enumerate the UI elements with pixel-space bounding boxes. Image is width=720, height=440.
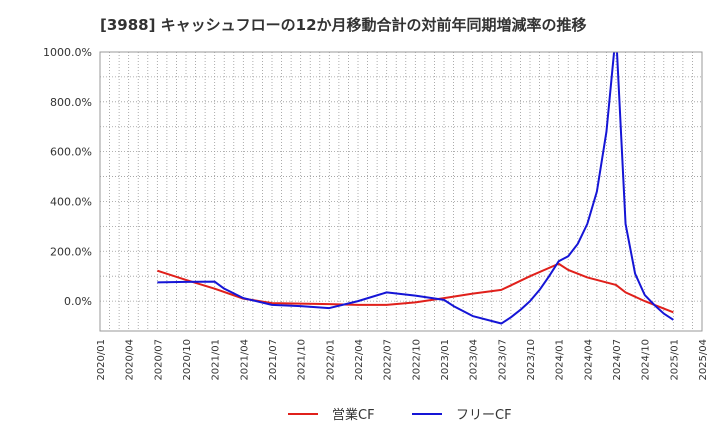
x-tick-label: 2025/04 bbox=[698, 339, 709, 381]
x-tick-label: 2023/01 bbox=[440, 339, 451, 381]
x-tick-label: 2022/04 bbox=[354, 339, 365, 381]
legend: 営業CF フリーCF bbox=[288, 407, 512, 423]
x-tick-label: 2022/01 bbox=[325, 339, 336, 381]
x-tick-label: 2021/01 bbox=[211, 339, 222, 381]
y-tick-label: 1000.0% bbox=[43, 46, 92, 59]
x-tick-label: 2021/10 bbox=[297, 339, 308, 381]
x-tick-label: 2021/07 bbox=[268, 339, 279, 381]
y-tick-label: 600.0% bbox=[50, 146, 92, 159]
grid bbox=[100, 51, 702, 331]
x-tick-label: 2020/01 bbox=[96, 339, 107, 381]
plot-frame bbox=[99, 51, 703, 332]
x-tick-label: 2024/07 bbox=[612, 339, 623, 381]
x-tick-label: 2022/10 bbox=[411, 339, 422, 381]
y-tick-label: 800.0% bbox=[50, 96, 92, 109]
x-tick-label: 2024/04 bbox=[583, 339, 594, 381]
y-tick-label: 400.0% bbox=[50, 195, 92, 208]
legend-label-operating-cf: 営業CF bbox=[332, 407, 375, 423]
y-axis: 1000.0% 800.0% 600.0% 400.0% 200.0% 0.0% bbox=[43, 46, 92, 308]
chart-title: [3988] キャッシュフローの12か月移動合計の対前年同期増減率の推移 bbox=[100, 16, 587, 34]
x-tick-label: 2020/04 bbox=[125, 339, 136, 381]
x-axis: 2020/01 2020/04 2020/07 2020/10 2021/01 2021/… bbox=[96, 339, 709, 381]
x-tick-label: 2024/10 bbox=[641, 339, 652, 381]
x-tick-label: 2024/01 bbox=[555, 339, 566, 381]
x-tick-label: 2020/10 bbox=[182, 339, 193, 381]
x-tick-label: 2023/07 bbox=[497, 339, 508, 381]
series-lines bbox=[157, 52, 674, 325]
legend-label-free-cf: フリーCF bbox=[456, 408, 512, 423]
x-tick-label: 2020/07 bbox=[153, 339, 164, 381]
x-tick-label: 2022/07 bbox=[383, 339, 394, 381]
x-tick-label: 2023/04 bbox=[469, 339, 480, 381]
x-tick-label: 2025/01 bbox=[669, 339, 680, 381]
y-tick-label: 200.0% bbox=[50, 245, 92, 258]
series-line-free-cf bbox=[157, 52, 674, 325]
y-tick-label: 0.0% bbox=[64, 295, 92, 308]
x-tick-label: 2021/04 bbox=[239, 339, 250, 381]
x-tick-label: 2023/10 bbox=[526, 339, 537, 381]
